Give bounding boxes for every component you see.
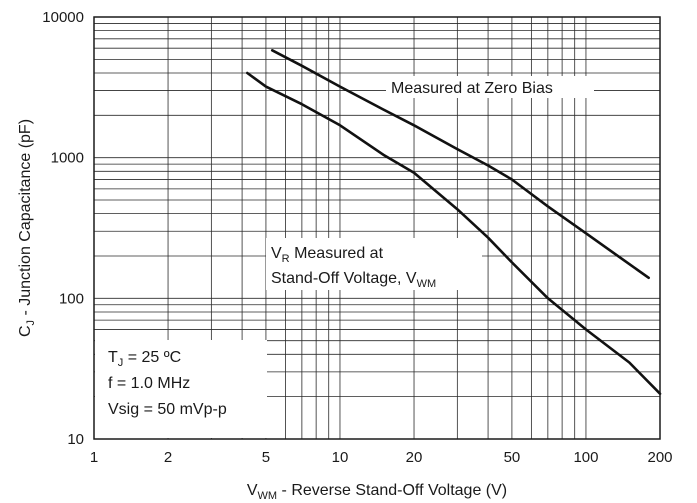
standoff-label-bg bbox=[266, 238, 482, 290]
standoff-voltage-curve bbox=[246, 71, 662, 396]
y-tick-label: 1000 bbox=[51, 150, 84, 167]
zero-bias-label: Measured at Zero Bias bbox=[391, 80, 553, 97]
condition-tj: TJ = 25 ºC bbox=[108, 349, 181, 369]
x-tick-label: 50 bbox=[504, 449, 521, 466]
standoff-label-line1: VR Measured at bbox=[271, 245, 384, 265]
x-tick-label: 2 bbox=[164, 449, 172, 466]
x-tick-labels: 1 2 5 10 20 50 100 200 bbox=[90, 449, 673, 466]
y-tick-label: 100 bbox=[59, 290, 84, 307]
x-axis-label: VWM - Reverse Stand-Off Voltage (V) bbox=[247, 482, 507, 502]
x-tick-label: 100 bbox=[573, 449, 598, 466]
condition-vsig: Vsig = 50 mVp-p bbox=[108, 401, 227, 418]
x-tick-label: 20 bbox=[406, 449, 423, 466]
curves bbox=[246, 48, 662, 396]
zero-bias-curve bbox=[270, 48, 651, 280]
y-tick-label: 10 bbox=[67, 431, 84, 448]
y-tick-labels: 10 100 1000 10000 bbox=[42, 9, 84, 448]
condition-frequency: f = 1.0 MHz bbox=[108, 375, 190, 392]
x-tick-label: 200 bbox=[647, 449, 672, 466]
conditions-box-bg bbox=[95, 340, 267, 438]
x-tick-label: 1 bbox=[90, 449, 98, 466]
plot-frame bbox=[93, 16, 661, 440]
y-tick-label: 10000 bbox=[42, 9, 84, 26]
x-tick-label: 5 bbox=[262, 449, 270, 466]
standoff-label-line2: Stand-Off Voltage, VWM bbox=[271, 270, 436, 290]
y-axis-label: CJ - Junction Capacitance (pF) bbox=[17, 119, 37, 337]
zero-bias-label-bg bbox=[386, 76, 594, 98]
x-tick-label: 10 bbox=[332, 449, 349, 466]
